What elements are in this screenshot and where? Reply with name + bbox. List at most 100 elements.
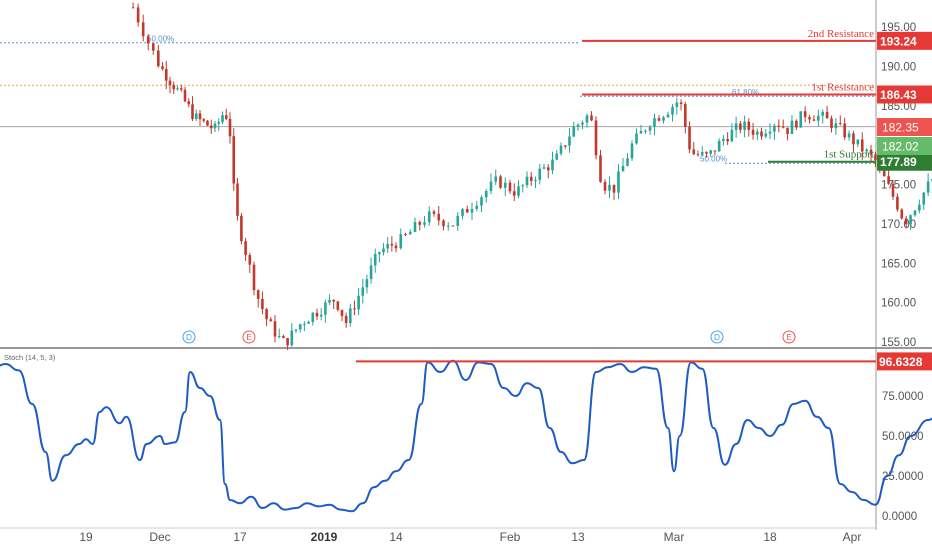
- 1st-support-label: 1st Support: [824, 149, 874, 161]
- candle-body: [168, 80, 172, 85]
- candle-body: [224, 115, 228, 119]
- candle-body: [639, 131, 643, 134]
- candle-body: [365, 279, 369, 288]
- candle-body: [373, 254, 377, 266]
- candles: [131, 2, 932, 350]
- candle-body: [248, 255, 252, 265]
- candle-body: [790, 120, 794, 134]
- dividend-marker: [182, 330, 196, 344]
- candle-body: [874, 154, 877, 161]
- candle-body: [896, 196, 899, 210]
- current-price-tag-text: 182.35: [882, 121, 919, 135]
- candle-body: [538, 168, 542, 180]
- candle-body: [303, 323, 306, 325]
- candle-body: [465, 208, 469, 213]
- candle-body: [386, 243, 389, 249]
- candle-body: [256, 290, 260, 299]
- time-tick-label: Dec: [149, 530, 170, 544]
- candle-body: [551, 159, 554, 171]
- candle-body: [657, 118, 661, 121]
- candle-body: [378, 252, 381, 255]
- candle-body: [269, 319, 273, 322]
- candle-body: [709, 150, 713, 154]
- candle-body: [713, 150, 717, 152]
- price-tick-label: 155.00: [881, 337, 916, 349]
- candle-body: [847, 133, 851, 138]
- candle-body: [451, 225, 455, 227]
- candle-body: [221, 115, 224, 123]
- candle-body: [722, 138, 725, 141]
- candle-body: [194, 113, 198, 119]
- price-tick-label: 190.00: [881, 61, 916, 73]
- candle-body: [183, 89, 187, 102]
- candle-body: [517, 186, 520, 196]
- candle-body: [369, 265, 373, 280]
- candle-body: [187, 101, 191, 105]
- time-tick-label: 19: [79, 530, 93, 544]
- candle-body: [692, 149, 696, 155]
- candle-body: [644, 130, 647, 132]
- candle-body: [427, 211, 431, 223]
- stoch-tick-label: 75.0000: [882, 391, 924, 403]
- earnings-marker: [242, 330, 256, 344]
- candle-body: [773, 125, 776, 132]
- price-tick-label: 160.00: [881, 298, 916, 310]
- candle-body: [726, 138, 729, 142]
- candle-body: [852, 133, 855, 145]
- candle-body: [834, 123, 838, 129]
- candle-body: [900, 209, 904, 219]
- candle-body: [131, 7, 135, 9]
- candle-body: [882, 166, 886, 177]
- candle-body: [529, 176, 533, 181]
- candle-body: [764, 133, 768, 137]
- candle-body: [252, 264, 256, 291]
- candle-body: [568, 136, 571, 146]
- candle-body: [777, 125, 781, 127]
- candle-body: [671, 106, 674, 115]
- candle-body: [475, 205, 479, 209]
- candle-body: [860, 139, 864, 152]
- candle-body: [261, 298, 264, 310]
- candle-body: [164, 69, 168, 81]
- candle-body: [311, 312, 315, 322]
- candle-body: [157, 50, 160, 67]
- candle-body: [328, 299, 331, 303]
- candle-body: [576, 124, 580, 127]
- candle-body: [590, 115, 593, 121]
- candle-body: [151, 43, 155, 51]
- candle-body: [913, 210, 917, 216]
- time-tick-label: Apr: [843, 530, 862, 544]
- candle-body: [136, 7, 140, 23]
- candle-body: [480, 197, 483, 206]
- candle-body: [503, 182, 507, 188]
- candle-body: [353, 308, 356, 310]
- candle-body: [630, 143, 634, 159]
- candle-body: [705, 152, 708, 154]
- candle-body: [456, 215, 460, 227]
- candle-body: [499, 176, 502, 188]
- candle-body: [282, 336, 285, 339]
- candle-body: [608, 184, 611, 191]
- candle-body: [172, 84, 176, 90]
- candle-body: [432, 211, 436, 214]
- candle-body: [232, 136, 236, 184]
- candle-body: [648, 127, 652, 131]
- candle-body: [621, 165, 625, 172]
- candle-body: [315, 312, 319, 317]
- candle-body: [141, 22, 145, 37]
- candle-body: [525, 176, 529, 186]
- candle-body: [856, 139, 860, 145]
- candle-body: [394, 245, 398, 249]
- candle-body: [546, 167, 550, 171]
- candle-body: [336, 301, 340, 310]
- candle-body: [626, 158, 629, 166]
- candle-body: [179, 88, 183, 90]
- candle-body: [202, 119, 206, 121]
- candle-body: [512, 191, 516, 196]
- fib-label: 61.80%: [732, 88, 759, 97]
- candle-body: [599, 155, 602, 182]
- candle-body: [904, 218, 908, 225]
- candle-body: [666, 114, 670, 118]
- candle-body: [635, 133, 638, 144]
